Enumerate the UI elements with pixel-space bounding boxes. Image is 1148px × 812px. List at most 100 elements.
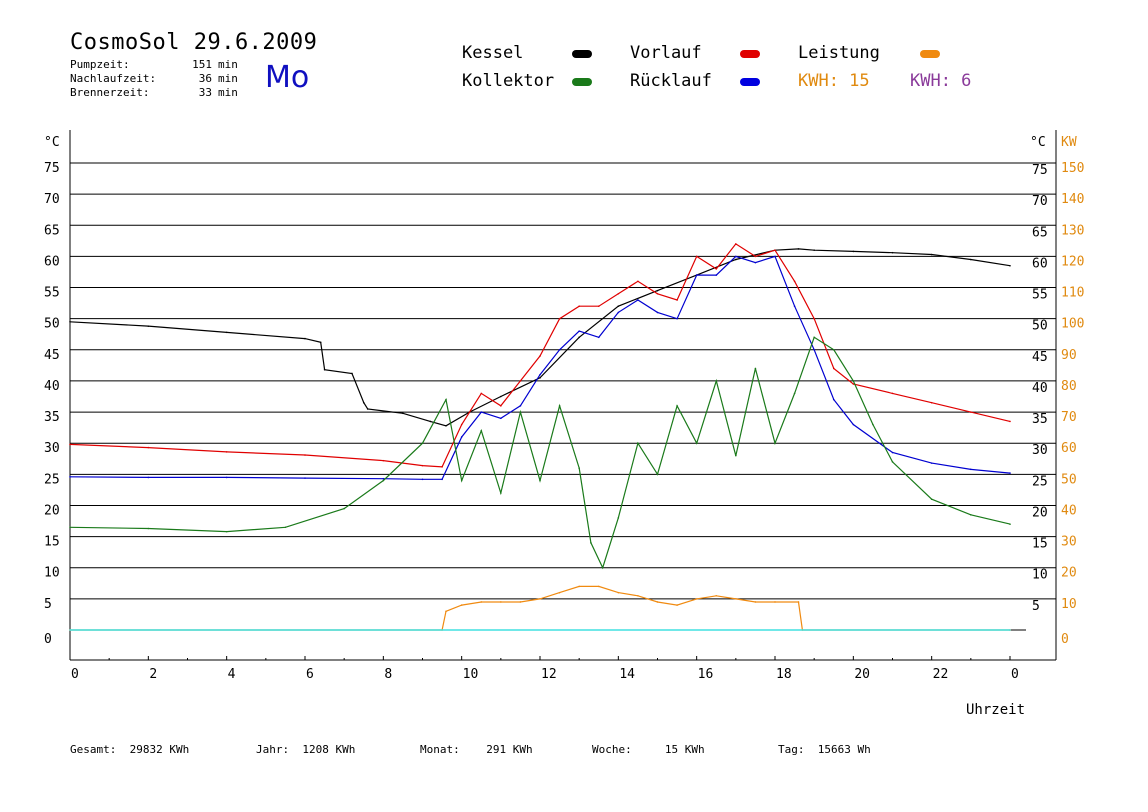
data-point-ruecklauf	[656, 311, 659, 314]
data-point-vorlauf	[891, 392, 894, 395]
data-point-ruecklauf	[441, 478, 443, 481]
data-point-vorlauf	[1009, 420, 1011, 423]
data-point-kollektor	[500, 492, 502, 494]
legend-kollektor-label: Kollektor	[462, 71, 555, 91]
data-point-kessel	[797, 248, 800, 250]
y-axis-unit-kw: KW	[1061, 135, 1077, 150]
data-point-kessel	[225, 331, 228, 334]
data-point-kollektor	[480, 429, 483, 432]
data-point-kollektor	[601, 566, 604, 569]
data-point-ruecklauf	[421, 478, 424, 481]
legend-leistung-label: Leistung	[798, 43, 880, 63]
data-point-ruecklauf	[1009, 472, 1011, 474]
y-tick-label-left: 70	[44, 192, 60, 207]
data-point-ruecklauf	[754, 261, 757, 264]
y-tick-label-right: 5	[1032, 599, 1040, 614]
y-tick-label-right: 35	[1032, 412, 1048, 427]
footer-value: 291 KWh	[486, 743, 533, 756]
y-tick-label-kw: 150	[1061, 161, 1084, 176]
stat-value: 33	[198, 86, 212, 99]
y-tick-label-left: 25	[44, 472, 60, 487]
stat-label: Nachlaufzeit:	[70, 72, 157, 85]
data-point-vorlauf	[813, 317, 815, 320]
data-point-ruecklauf	[147, 476, 150, 479]
data-point-pumpe	[69, 629, 71, 631]
y-tick-label-kw: 90	[1061, 348, 1077, 363]
y-tick-label-left: 10	[44, 566, 60, 581]
x-tick-label: 0	[71, 667, 79, 682]
data-point-vorlauf	[597, 305, 600, 308]
data-point-vorlauf	[147, 446, 150, 449]
legend-ruecklauf-swatch	[740, 78, 760, 86]
data-point-kollektor	[558, 405, 561, 407]
data-point-ruecklauf	[793, 305, 796, 308]
series-line-vorlauf	[69, 243, 1011, 468]
data-point-kollektor	[793, 392, 796, 395]
data-point-ruecklauf	[519, 405, 522, 407]
chart-title: CosmoSol 29.6.2009	[70, 30, 318, 55]
y-tick-label-left: 60	[44, 254, 60, 269]
data-point-vorlauf	[225, 451, 228, 453]
data-point-kessel	[319, 341, 322, 344]
x-tick-label: 20	[854, 667, 870, 682]
y-tick-label-kw: 30	[1061, 535, 1077, 550]
data-point-pumpe	[1009, 629, 1011, 631]
data-point-kollektor	[225, 530, 228, 533]
weekday-label: Mo	[265, 60, 310, 95]
data-point-ruecklauf	[578, 330, 580, 332]
data-point-kessel	[578, 336, 580, 339]
y-tick-label-right: 50	[1032, 319, 1048, 334]
data-point-kollektor	[590, 542, 592, 544]
y-tick-label-kw: 40	[1061, 503, 1077, 518]
data-point-leistung	[797, 601, 800, 603]
runtime-stats: Pumpzeit: 151 min Nachlaufzeit: 36 min B…	[70, 58, 238, 100]
legend-leistung-swatch	[920, 50, 940, 58]
data-point-vorlauf	[656, 292, 659, 295]
data-point-ruecklauf	[382, 477, 385, 480]
data-point-kollektor	[617, 517, 620, 519]
data-point-ruecklauf	[852, 423, 855, 426]
stat-unit: min	[218, 86, 238, 99]
y-tick-label-left: 55	[44, 286, 60, 301]
footer-value: 29832 KWh	[129, 743, 190, 756]
legend-ruecklauf-label: Rücklauf	[630, 71, 712, 91]
stat-row-brennerzeit: Brennerzeit: 33 min	[70, 86, 238, 100]
footer-label: Jahr:	[256, 743, 290, 756]
data-point-vorlauf	[832, 367, 835, 370]
data-point-vorlauf	[519, 380, 522, 382]
data-point-vorlauf	[382, 459, 385, 462]
footer-label: Monat:	[420, 743, 460, 756]
data-point-kessel	[970, 258, 972, 261]
data-point-kollektor	[813, 336, 815, 339]
data-point-kollektor	[891, 461, 894, 463]
footer-label: Tag:	[778, 743, 805, 756]
y-tick-label-left: 15	[44, 535, 60, 550]
data-point-ruecklauf	[597, 336, 600, 339]
data-point-vorlauf	[695, 255, 698, 258]
data-point-kollektor	[284, 526, 287, 529]
data-point-vorlauf	[558, 317, 561, 320]
y-tick-label-right: 40	[1032, 381, 1048, 396]
data-point-leistung	[637, 594, 639, 597]
data-point-vorlauf	[793, 280, 796, 283]
data-point-kessel	[429, 420, 432, 423]
data-point-ruecklauf	[970, 468, 972, 471]
x-tick-label: 22	[933, 667, 949, 682]
data-point-vorlauf	[637, 280, 639, 283]
data-point-ruecklauf	[735, 255, 737, 258]
footer-gesamt: Gesamt: 29832 KWh	[70, 743, 189, 756]
data-point-vorlauf	[970, 411, 972, 413]
data-point-ruecklauf	[676, 317, 678, 320]
y-tick-label-left: 5	[44, 597, 52, 612]
y-tick-label-right: 65	[1032, 225, 1048, 240]
y-tick-label-left: 20	[44, 503, 60, 518]
data-point-vorlauf	[480, 392, 483, 395]
data-point-leistung	[597, 585, 600, 588]
x-tick-label: 8	[384, 667, 392, 682]
data-point-kessel	[539, 377, 541, 379]
data-point-vorlauf	[676, 299, 678, 301]
data-point-ruecklauf	[695, 274, 698, 276]
y-tick-label-kw: 130	[1061, 223, 1084, 238]
y-axis-unit-right: °C	[1030, 135, 1046, 150]
footer-woche: Woche: 15 KWh	[592, 743, 705, 756]
